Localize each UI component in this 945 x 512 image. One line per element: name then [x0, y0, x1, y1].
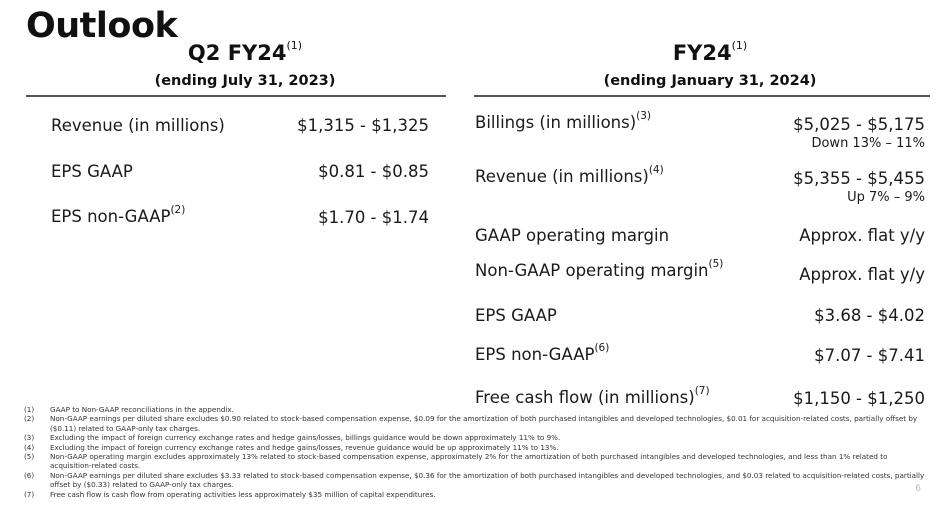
fy24-row-revenue-text: Revenue (in millions): [475, 167, 649, 186]
footnote-text: Excluding the impact of foreign currency…: [50, 442, 559, 452]
q2-row-eps-gaap-value: $0.81 - $0.85: [318, 162, 429, 181]
fy24-row-billings-text: Billings (in millions): [475, 113, 637, 132]
footnote-number: (1): [24, 405, 35, 414]
fy24-row-billings-sub: Down 13% – 11%: [811, 136, 925, 151]
fy24-row-billings-value: $5,025 - $5,175: [793, 115, 925, 134]
fy24-row-fcf-value: $1,150 - $1,250: [793, 389, 925, 408]
fy24-row-gaap-margin-text: GAAP operating margin: [475, 226, 670, 245]
fy24-row-gaap-margin-label: GAAP operating margin: [475, 226, 669, 245]
footnote-number: (3): [24, 433, 35, 443]
fy24-row-nongaap-margin-note: (5): [708, 258, 724, 270]
footnote-text: Non-GAAP earnings per diluted share excl…: [50, 414, 918, 433]
q2-row-revenue-label: Revenue (in millions): [51, 116, 225, 135]
fy24-row-fcf-label: Free cash flow (in millions)(7): [475, 385, 710, 407]
footnote-number: (7): [24, 489, 35, 499]
footnote: (7) Free cash flow is cash flow from oper…: [24, 490, 929, 499]
fy24-row-revenue-value: $5,355 - $5,455: [793, 169, 925, 188]
fy24-row-billings-note: (3): [636, 110, 652, 122]
fy24-row-eps-nongaap-value: $7.07 - $7.41: [814, 346, 925, 365]
footnote: (2) Non-GAAP earnings per diluted share e…: [24, 414, 929, 433]
fy24-row-nongaap-margin-label: Non-GAAP operating margin(5): [475, 258, 724, 280]
q2-row-eps-gaap-text: EPS GAAP: [51, 162, 133, 181]
footnote-text: Free cash flow is cash flow from operati…: [50, 489, 436, 499]
footnote: (3) Excluding the impact of foreign curre…: [24, 433, 929, 442]
q2-subheading: (ending July 31, 2023): [154, 73, 336, 89]
q2-header: Q2 FY24(1) (ending July 31, 2023): [130, 39, 360, 89]
fy24-row-revenue-note: (4): [648, 164, 664, 176]
footnote: (1) GAAP to Non-GAAP reconciliations in t…: [24, 405, 929, 414]
fy24-row-revenue-sub: Up 7% – 9%: [847, 190, 925, 205]
fy24-row-fcf-note: (7): [694, 385, 710, 397]
q2-row-eps-nongaap-value: $1.70 - $1.74: [318, 208, 429, 227]
fy24-row-billings-label: Billings (in millions)(3): [475, 110, 652, 132]
footnote-text: Excluding the impact of foreign currency…: [50, 433, 561, 443]
fy24-row-nongaap-margin-value: Approx. flat y/y: [799, 265, 925, 284]
fy24-heading: FY24(1): [570, 39, 850, 65]
footnote: (6) Non-GAAP earnings per diluted share e…: [24, 471, 929, 490]
q2-divider: [26, 95, 446, 97]
fy24-row-fcf-text: Free cash flow (in millions): [475, 388, 695, 407]
fy24-row-eps-nongaap-text: EPS non-GAAP: [475, 345, 595, 364]
fy24-row-gaap-margin-value: Approx. flat y/y: [799, 226, 925, 245]
q2-row-eps-gaap-label: EPS GAAP: [51, 162, 133, 181]
fy24-row-eps-gaap-label: EPS GAAP: [475, 306, 557, 325]
q2-heading-text: Q2 FY24: [187, 41, 287, 65]
fy24-subheading: (ending January 31, 2024): [603, 73, 817, 89]
fy24-row-eps-gaap-value: $3.68 - $4.02: [814, 306, 925, 325]
q2-row-eps-nongaap-text: EPS non-GAAP: [51, 207, 171, 226]
q2-heading-note: (1): [286, 39, 303, 52]
fy24-row-eps-nongaap-note: (6): [594, 342, 610, 354]
footnote-text: Non-GAAP earnings per diluted share excl…: [50, 470, 925, 490]
footnotes: (1) GAAP to Non-GAAP reconciliations in t…: [24, 405, 929, 499]
page-number: 6: [915, 484, 921, 494]
q2-heading: Q2 FY24(1): [130, 39, 360, 65]
footnote-number: (2): [24, 414, 35, 424]
fy24-row-eps-gaap-text: EPS GAAP: [475, 306, 557, 325]
fy24-row-eps-nongaap-label: EPS non-GAAP(6): [475, 342, 610, 364]
footnote-text: GAAP to Non-GAAP reconciliations in the …: [50, 405, 234, 414]
footnote-number: (6): [24, 470, 35, 480]
footnote-text: Non-GAAP operating margin excludes appro…: [50, 452, 888, 471]
fy24-row-nongaap-margin-text: Non-GAAP operating margin: [475, 261, 709, 280]
fy24-divider: [474, 95, 930, 97]
q2-row-eps-nongaap-note: (2): [170, 204, 186, 216]
fy24-row-revenue-label: Revenue (in millions)(4): [475, 164, 664, 186]
q2-row-eps-nongaap-label: EPS non-GAAP(2): [51, 204, 186, 226]
footnote: (5) Non-GAAP operating margin excludes ap…: [24, 452, 929, 471]
page-title: Outlook: [26, 6, 178, 46]
fy24-heading-note: (1): [731, 39, 748, 52]
footnote-number: (5): [24, 452, 35, 462]
fy24-heading-text: FY24: [672, 41, 732, 65]
fy24-header: FY24(1) (ending January 31, 2024): [570, 39, 850, 89]
footnote-number: (4): [24, 442, 35, 452]
footnote: (4) Excluding the impact of foreign curre…: [24, 443, 929, 452]
q2-row-revenue-text: Revenue (in millions): [51, 116, 225, 135]
q2-row-revenue-value: $1,315 - $1,325: [297, 116, 429, 135]
